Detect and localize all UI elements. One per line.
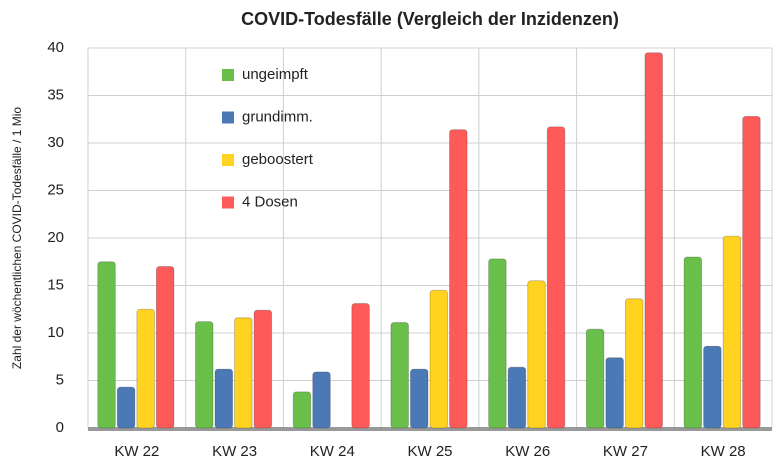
chart-title: COVID-Todesfälle (Vergleich der Inzidenz… [241,9,619,29]
legend-swatch [222,111,234,124]
y-tick-label: 40 [47,39,64,56]
bar [410,368,429,429]
legend-swatch [222,196,234,209]
y-tick-label: 25 [47,181,64,198]
bar [683,256,702,429]
legend-swatch [222,154,234,166]
x-tick-label: KW 27 [603,443,648,460]
bar [507,366,527,429]
legend-label: ungeimpft [242,66,309,83]
bar [742,116,761,429]
y-tick-label: 30 [47,134,64,151]
y-tick-label: 15 [47,276,64,293]
bar [625,298,644,429]
bar [585,328,605,429]
y-tick-label: 10 [47,324,64,341]
legend-swatch [222,69,234,81]
bar [546,126,566,429]
bar [116,386,136,429]
bar [644,52,663,429]
x-tick-label: KW 26 [505,443,550,460]
bar [253,309,273,429]
x-tick-label: KW 22 [114,443,159,460]
bar [97,261,116,429]
y-tick-label: 0 [56,419,64,436]
bar [292,391,312,429]
y-tick-label: 35 [47,86,64,103]
bar [390,322,409,429]
bar [155,266,175,429]
x-tick-label: KW 28 [701,443,746,460]
y-tick-label: 20 [47,229,64,246]
bar [429,289,448,429]
bar [195,321,214,429]
bar [351,303,370,429]
bar [312,371,331,429]
x-tick-label: KW 24 [310,443,355,460]
legend-label: geboostert [242,151,314,168]
x-tick-label: KW 23 [212,443,257,460]
bar [488,258,507,429]
y-axis-label: Zahl der wöchentlichen COVID-Todesfälle … [10,107,24,369]
floor [88,427,772,431]
y-tick-label: 5 [56,371,64,388]
bar [703,345,722,429]
bar [136,308,155,429]
legend-label: 4 Dosen [242,193,298,210]
legend-label: grundimm. [242,108,313,125]
bar [234,317,253,429]
bar [214,368,233,429]
x-tick-label: KW 25 [407,443,452,460]
bar [605,357,624,429]
bar [527,280,546,429]
bar [449,129,468,429]
bar [722,235,742,429]
